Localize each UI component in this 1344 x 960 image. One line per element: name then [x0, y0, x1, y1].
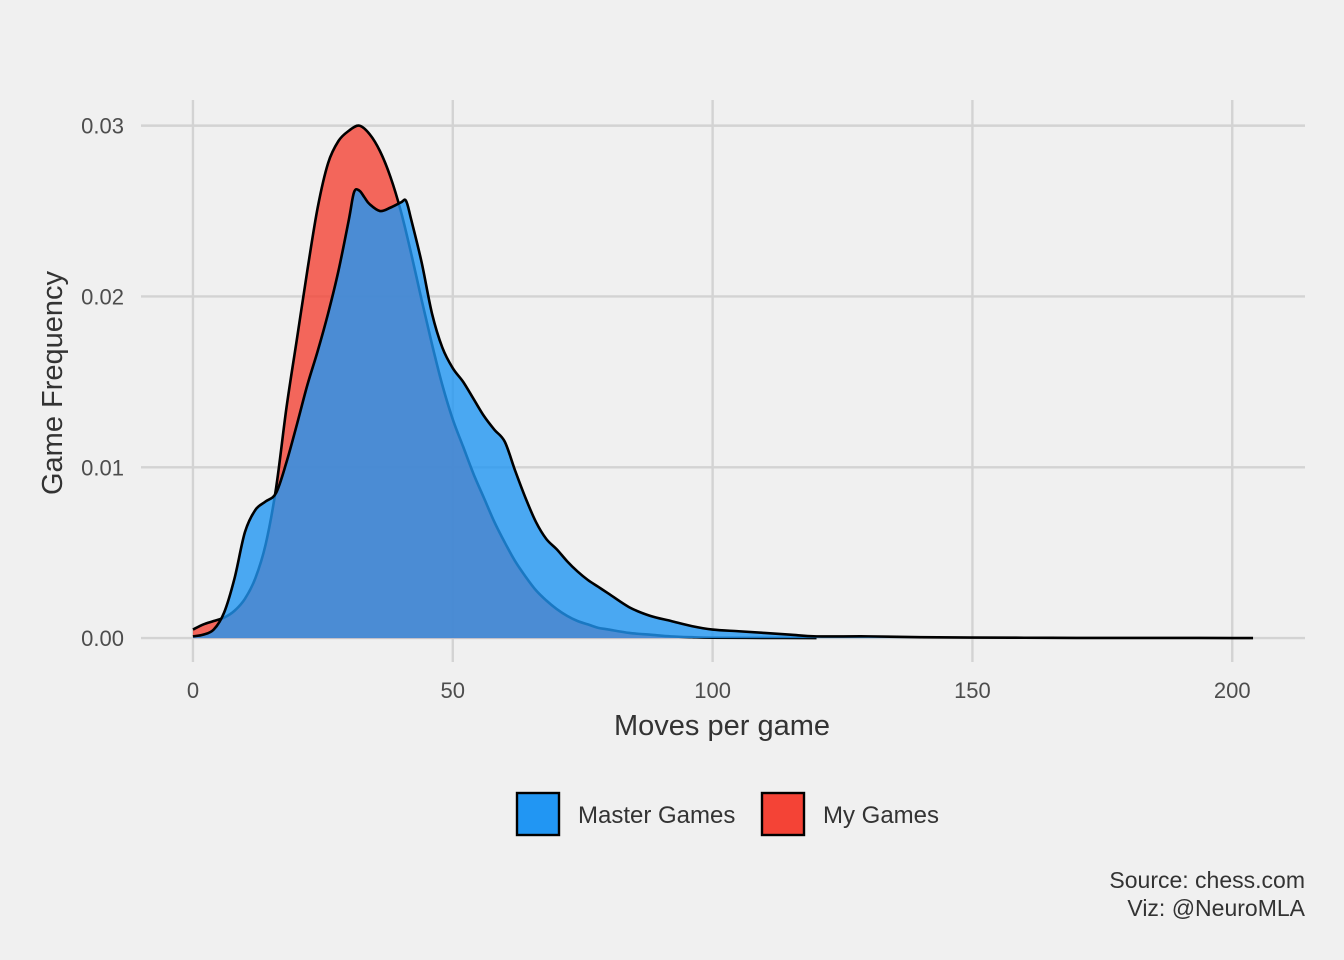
- caption-viz-credit: Viz: @NeuroMLA: [1127, 895, 1305, 921]
- x-tick-label: 200: [1214, 678, 1251, 703]
- legend-swatch-master-games: [515, 791, 561, 837]
- density-area-master-games: [192, 189, 1254, 639]
- y-tick-label: 0.03: [81, 114, 124, 139]
- x-tick-label: 0: [187, 678, 199, 703]
- x-tick-label: 150: [954, 678, 991, 703]
- caption-source: Source: chess.com: [1109, 867, 1305, 893]
- x-tick-label: 50: [441, 678, 465, 703]
- y-axis-title: Game Frequency: [37, 270, 69, 495]
- y-axis-tick-labels: 0.00 0.01 0.02 0.03: [81, 114, 124, 651]
- legend-swatch-my-games: [760, 791, 806, 837]
- y-tick-label: 0.00: [81, 626, 124, 651]
- legend-label-master-games: Master Games: [578, 802, 735, 829]
- legend-label-my-games: My Games: [823, 802, 939, 829]
- x-axis-title: Moves per game: [614, 710, 830, 742]
- caption: Source: chess.com Viz: @NeuroMLA: [1109, 867, 1305, 921]
- y-tick-label: 0.02: [81, 284, 124, 309]
- legend: Master Games My Games: [515, 791, 939, 837]
- density-outline-master-games: [192, 187, 1254, 640]
- y-tick-label: 0.01: [81, 455, 124, 480]
- x-axis-tick-labels: 0 50 100 150 200: [187, 678, 1251, 703]
- x-tick-label: 100: [694, 678, 731, 703]
- density-areas: [192, 124, 1254, 640]
